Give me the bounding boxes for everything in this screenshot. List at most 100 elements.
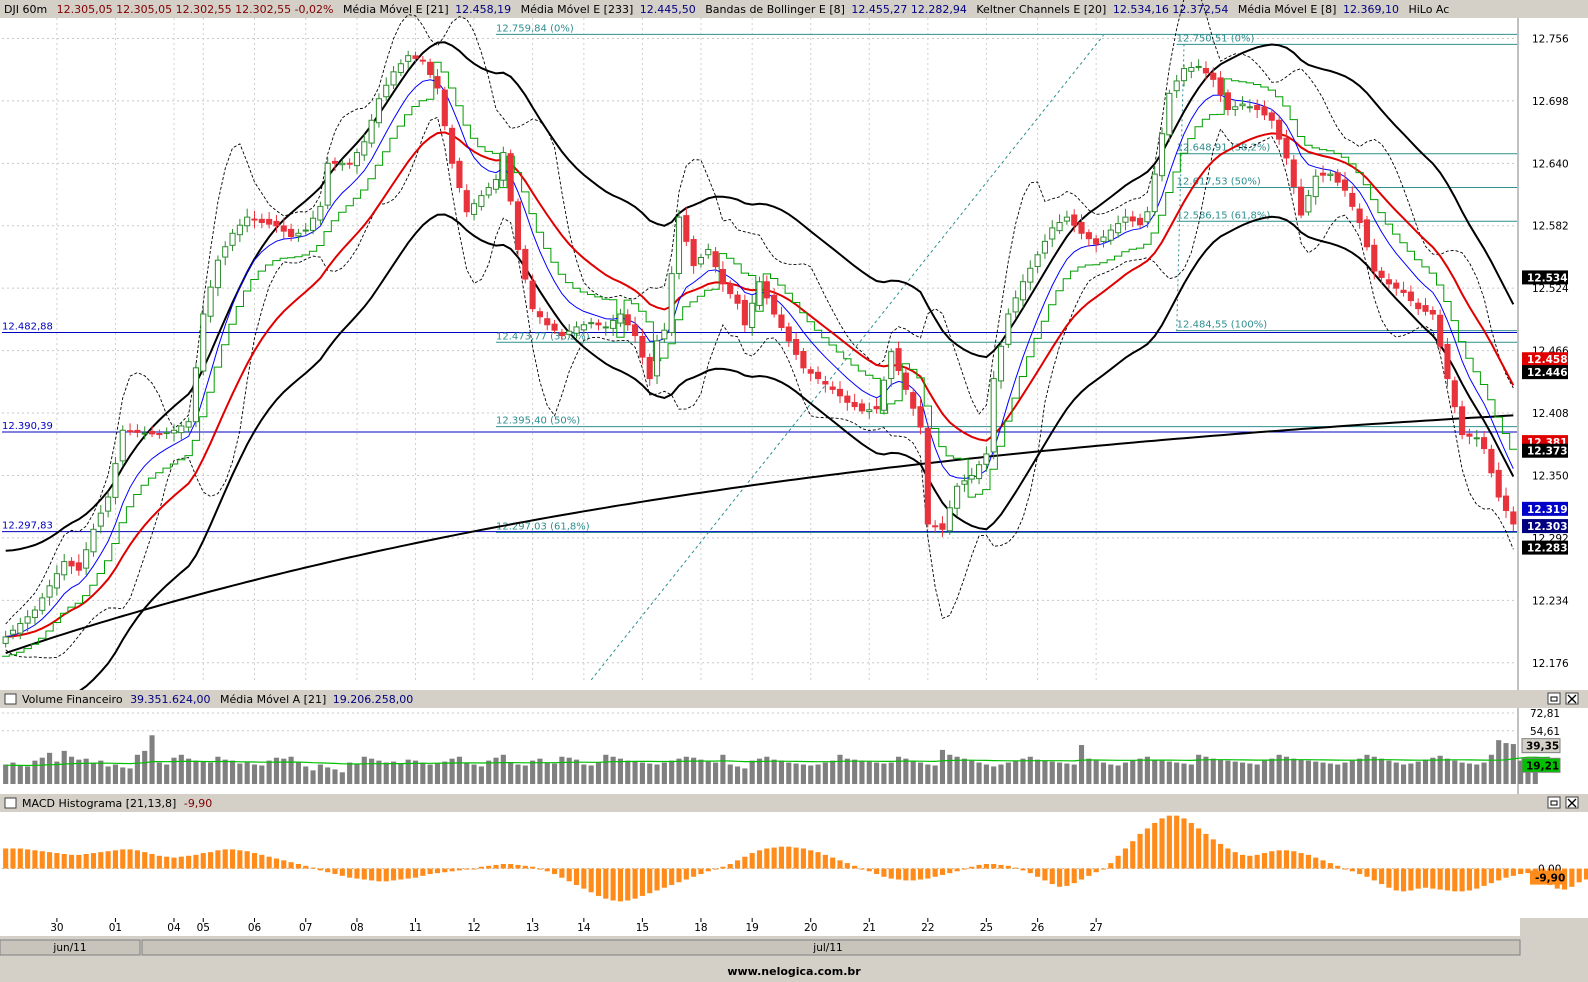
footer-brand[interactable]: www.nelogica.com.br bbox=[727, 965, 861, 978]
volume-bar bbox=[552, 763, 558, 784]
candle-body bbox=[1041, 240, 1048, 254]
volume-bar bbox=[456, 756, 462, 784]
day-label: 06 bbox=[248, 922, 262, 934]
volume-bar bbox=[361, 756, 367, 784]
candle-body bbox=[75, 562, 82, 571]
volume-bar bbox=[427, 764, 433, 784]
macd-bar bbox=[969, 866, 975, 869]
candle-body bbox=[1239, 103, 1246, 107]
volume-bar bbox=[478, 766, 484, 784]
keltner-upper-line bbox=[5, 41, 1515, 552]
macd-bar bbox=[412, 868, 419, 878]
volume-bar bbox=[1203, 756, 1209, 784]
day-label: 14 bbox=[577, 922, 591, 934]
macd-bar bbox=[1057, 868, 1063, 887]
candle-body bbox=[288, 228, 295, 238]
fib-left-label: 12.473,77 (38,2%) bbox=[496, 331, 590, 342]
macd-bar bbox=[1313, 857, 1319, 869]
candle-body bbox=[397, 63, 404, 73]
macd-bar bbox=[954, 868, 960, 872]
macd-bar bbox=[10, 848, 16, 869]
volume-bar bbox=[515, 764, 521, 784]
candle-body bbox=[361, 141, 368, 156]
macd-bar bbox=[939, 868, 946, 875]
volume-bar bbox=[734, 766, 741, 784]
macd-maximize-icon[interactable] bbox=[1547, 796, 1561, 809]
volume-bar bbox=[1298, 759, 1304, 784]
candle-body bbox=[1349, 192, 1356, 207]
macd-bar bbox=[200, 853, 206, 869]
volume-bar bbox=[376, 760, 382, 784]
volume-maximize-icon[interactable] bbox=[1547, 692, 1561, 705]
macd-panel-icon[interactable] bbox=[4, 797, 17, 809]
volume-bar bbox=[405, 759, 411, 784]
fib-left-label: 12.297,03 (61,8%) bbox=[496, 521, 590, 532]
volume-bar bbox=[1313, 761, 1319, 784]
volume-bar bbox=[142, 750, 148, 784]
macd-bar bbox=[1349, 868, 1355, 872]
candle-body bbox=[522, 248, 529, 280]
volume-bar bbox=[295, 762, 301, 784]
macd-bar bbox=[903, 868, 909, 881]
candle-body bbox=[595, 322, 602, 326]
trend-line bbox=[590, 34, 1104, 681]
volume-bar bbox=[442, 761, 448, 784]
macd-bar bbox=[281, 860, 287, 869]
candle-body bbox=[924, 427, 931, 525]
candle-body bbox=[309, 217, 317, 231]
volume-bar bbox=[1488, 754, 1494, 784]
candles-group[interactable] bbox=[2, 50, 1517, 648]
macd-bar bbox=[449, 868, 455, 872]
volume-marker-box bbox=[1521, 738, 1561, 754]
macd-bar bbox=[229, 849, 236, 869]
volume-bar bbox=[339, 772, 345, 784]
volume-bar bbox=[654, 764, 660, 784]
volume-ma-value: 19.206.258,00 bbox=[333, 693, 413, 706]
macd-bar bbox=[105, 851, 111, 869]
volume-bar bbox=[698, 759, 704, 784]
volume-tick-label: 72,81 bbox=[1530, 708, 1560, 720]
volume-bar bbox=[954, 756, 960, 784]
candle-body bbox=[500, 152, 507, 181]
volume-bar bbox=[1078, 745, 1085, 784]
macd-bar bbox=[120, 849, 126, 869]
volume-panel-icon[interactable] bbox=[4, 693, 17, 705]
macd-bar bbox=[339, 868, 345, 876]
candle-body bbox=[134, 429, 141, 433]
volume-bar bbox=[412, 760, 419, 784]
macd-bar bbox=[983, 864, 989, 869]
macd-bar bbox=[25, 849, 31, 869]
macd-bar bbox=[156, 855, 162, 869]
macd-bar bbox=[354, 868, 360, 879]
volume-bar bbox=[310, 770, 316, 784]
macd-bar bbox=[273, 858, 280, 869]
day-label: 08 bbox=[350, 922, 363, 934]
candle-body bbox=[632, 324, 639, 337]
candle-body bbox=[17, 622, 24, 634]
candle-body bbox=[236, 224, 243, 236]
macd-bar bbox=[830, 857, 836, 869]
candle-body bbox=[778, 314, 785, 328]
macd-bar bbox=[112, 850, 119, 869]
candle-body bbox=[1378, 270, 1385, 278]
macd-bar bbox=[625, 868, 631, 901]
volume-bar bbox=[76, 759, 82, 784]
volume-bar bbox=[1166, 761, 1172, 784]
candle-body bbox=[1137, 217, 1144, 226]
candle-body bbox=[573, 326, 580, 334]
volume-bar bbox=[325, 767, 331, 784]
ind4-name: Keltner Channels E [20] bbox=[976, 3, 1106, 16]
volume-bar bbox=[193, 760, 199, 784]
volume-bar bbox=[859, 760, 865, 784]
macd-bar bbox=[1488, 868, 1494, 884]
fib-left-label: 12.759,84 (0%) bbox=[496, 23, 574, 34]
candle-body bbox=[251, 218, 258, 221]
candle-body bbox=[449, 127, 456, 164]
volume-bar bbox=[449, 758, 455, 784]
candle-body bbox=[617, 313, 624, 324]
macd-bar bbox=[1371, 868, 1377, 881]
volume-bar bbox=[705, 761, 711, 784]
volume-bar bbox=[1481, 762, 1487, 784]
candle-body bbox=[690, 239, 697, 267]
